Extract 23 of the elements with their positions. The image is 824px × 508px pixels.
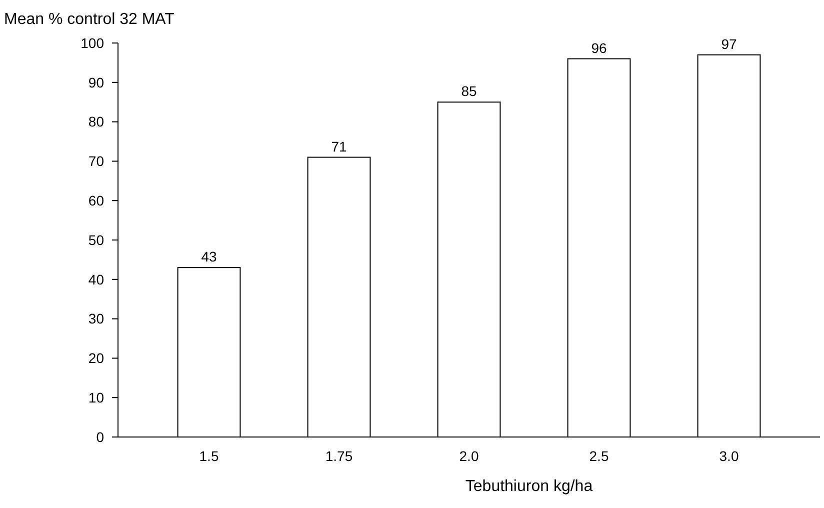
data-label: 97 bbox=[721, 36, 737, 52]
y-tick-label: 20 bbox=[88, 350, 104, 366]
data-label: 85 bbox=[461, 83, 477, 100]
data-label: 43 bbox=[201, 248, 217, 265]
x-tick-label: 2.0 bbox=[459, 448, 479, 464]
y-tick-label: 90 bbox=[88, 74, 104, 90]
y-tick-label: 50 bbox=[88, 232, 104, 248]
y-tick-label: 80 bbox=[88, 114, 104, 130]
y-tick-label: 60 bbox=[88, 192, 104, 208]
y-tick-label: 30 bbox=[88, 310, 104, 327]
y-tick-label: 40 bbox=[88, 271, 104, 288]
y-tick-label: 10 bbox=[88, 390, 104, 406]
y-tick-label: 100 bbox=[80, 34, 104, 51]
data-label: 96 bbox=[591, 40, 607, 56]
data-label: 71 bbox=[331, 138, 347, 154]
x-tick-label: 1.75 bbox=[325, 448, 353, 464]
y-axis-title: Mean % control 32 MAT bbox=[4, 11, 175, 28]
y-tick-label: 0 bbox=[96, 428, 104, 445]
x-tick-label: 2.5 bbox=[589, 448, 609, 464]
x-tick-label: 1.5 bbox=[199, 448, 219, 464]
y-tick-label: 70 bbox=[88, 153, 104, 170]
x-axis-title: Tebuthiuron kg/ha bbox=[465, 478, 593, 495]
x-tick-label: 3.0 bbox=[719, 448, 739, 464]
